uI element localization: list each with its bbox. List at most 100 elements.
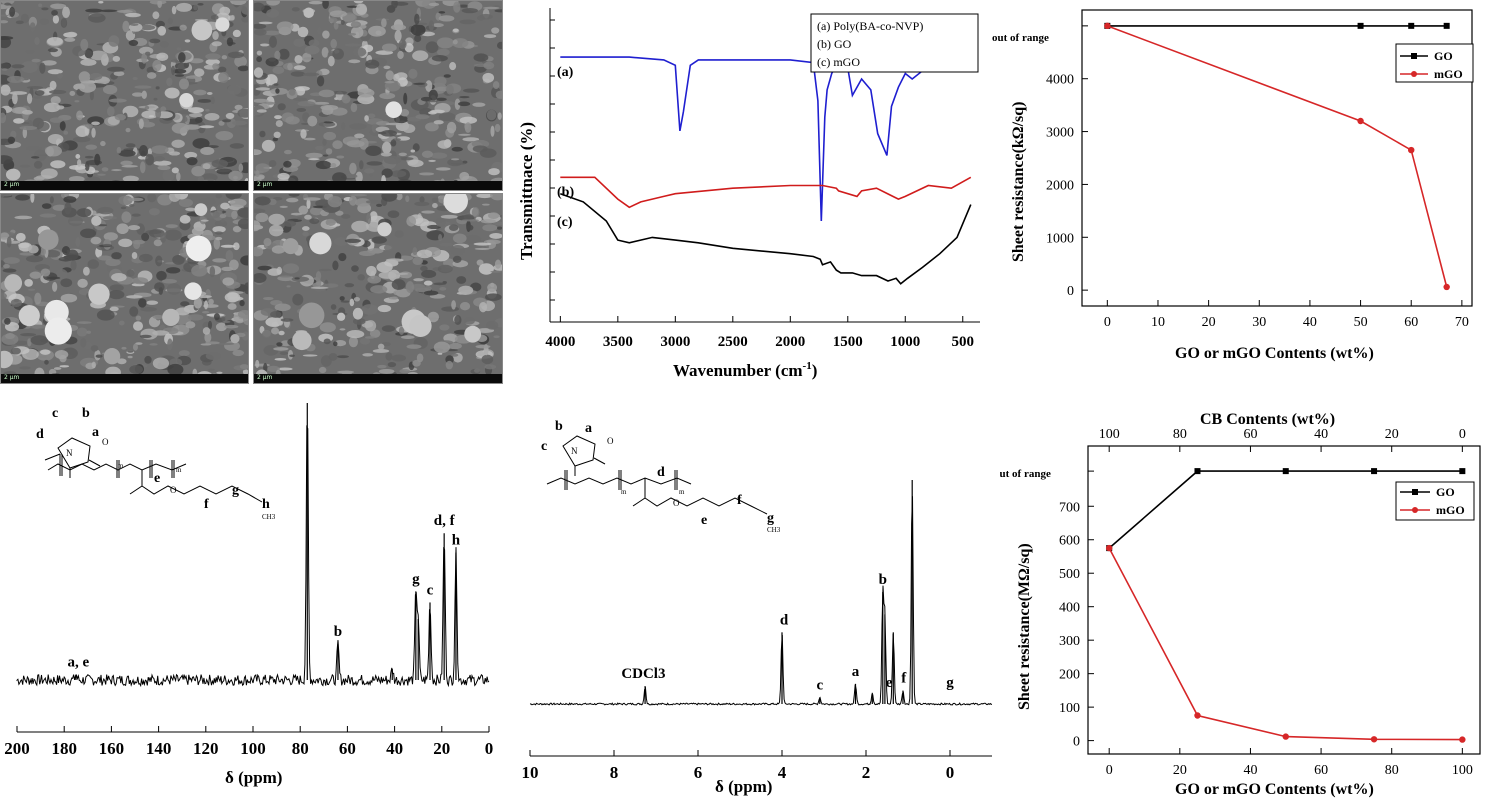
sem-grain: [349, 194, 368, 197]
sem-grain: [274, 303, 291, 312]
sem-grain: [378, 368, 395, 374]
sem-grain: [322, 1, 329, 10]
sem-grain: [107, 66, 125, 72]
sem-grain: [78, 71, 91, 83]
sem-grain: [11, 64, 25, 69]
sem-grain: [254, 98, 269, 103]
sem-grain: [368, 25, 386, 37]
x-tick-label: 160: [99, 739, 125, 758]
x-tick-label: 180: [51, 739, 77, 758]
sem-grain: [416, 353, 424, 363]
sem-grain: [393, 290, 401, 296]
sem-grain: [340, 19, 345, 25]
sem-grain: [255, 359, 260, 369]
sem-grain: [456, 276, 467, 284]
sem-particle: [292, 330, 312, 351]
x-tick-label: 1000: [890, 334, 920, 350]
sem-grain: [109, 284, 124, 292]
sem-grain: [14, 340, 29, 346]
sem-grain: [310, 286, 329, 289]
sem-grain: [298, 205, 309, 215]
sem-grain: [390, 24, 407, 31]
sem-grain: [407, 159, 424, 168]
sem-grain: [146, 300, 159, 305]
sem-grain: [206, 91, 213, 96]
sem-grain: [325, 218, 336, 227]
x-axis-title: δ (ppm): [715, 777, 772, 796]
struct-atom-n: N: [66, 448, 73, 458]
sem-grain: [332, 172, 347, 184]
sem-grain: [202, 327, 211, 335]
y-axis-title: Sheet resistance(kΩ/sq): [1010, 101, 1027, 262]
sem-grain: [175, 2, 193, 12]
sem-grain: [291, 276, 310, 282]
sem-grain: [293, 97, 308, 101]
sem-grain: [101, 167, 109, 172]
sem-grain: [96, 309, 115, 321]
sem-grain: [144, 105, 150, 110]
sem-grain: [97, 206, 114, 215]
sem-grain: [171, 5, 177, 15]
legend-entry-mgo: mGO: [1434, 67, 1463, 81]
sem-particle: [88, 283, 110, 305]
sem-grain: [344, 283, 355, 288]
sem-grain: [348, 33, 357, 36]
plot-frame: [1087, 445, 1481, 755]
sem-grain: [316, 26, 322, 35]
data-point-mGO: [1105, 544, 1113, 552]
sem-grain: [1, 84, 11, 96]
sem-grain: [294, 86, 310, 91]
sem-grain: [215, 130, 234, 141]
sem-grain: [380, 152, 392, 157]
sem-grain: [189, 58, 204, 64]
sem-grain: [76, 321, 92, 324]
sem-grain: [492, 221, 502, 226]
sem-grain: [411, 283, 426, 291]
sem-grain: [153, 160, 172, 166]
x-tick-label: 2000: [775, 334, 805, 350]
legend-entry-a: (a) Poly(BA-co-NVP): [817, 19, 923, 33]
sem-grain: [197, 295, 212, 299]
sem-grain: [446, 84, 454, 95]
sem-grain: [239, 364, 248, 370]
sem-grain: [466, 224, 474, 231]
sem-grain: [421, 269, 437, 279]
struct-label-c: c: [541, 439, 547, 454]
sem-grain: [376, 120, 390, 126]
sem-grain: [341, 122, 346, 131]
sem-grain: [346, 330, 365, 339]
sem-grain: [216, 342, 235, 346]
sem-grain: [40, 349, 51, 355]
sem-grain: [19, 125, 38, 131]
sem-grain: [23, 99, 29, 106]
sem-grain: [412, 256, 423, 266]
sem-grain: [286, 197, 299, 203]
sem-grain: [149, 343, 158, 346]
x-tick-label: 20: [433, 739, 450, 758]
sem-grain: [129, 306, 139, 317]
sem-grain: [335, 210, 344, 216]
sem-grain: [263, 238, 272, 247]
sem-grain: [323, 338, 331, 345]
sem-scale-label: 2 μm: [4, 181, 20, 188]
sem-grain: [139, 144, 148, 157]
sem-grain: [80, 59, 97, 66]
sem-grain: [393, 272, 409, 275]
sem-grain: [49, 117, 64, 123]
sem-grain: [328, 352, 338, 361]
sem-grain: [129, 364, 143, 375]
sem-grain: [28, 288, 36, 291]
sem-grain: [275, 88, 280, 94]
sem-grain: [41, 7, 49, 11]
sem-grain: [90, 236, 102, 245]
sem-grain: [320, 104, 339, 111]
sem-grain: [423, 290, 439, 296]
sem-grain: [483, 6, 500, 10]
sem-grain: [440, 214, 458, 219]
sem-grain: [459, 171, 470, 181]
sem-grain: [184, 39, 191, 43]
x-tick-label: 100: [240, 739, 266, 758]
series-line-mGO: [1108, 547, 1463, 741]
sem-grain: [199, 125, 215, 129]
sem-grain: [448, 224, 459, 231]
